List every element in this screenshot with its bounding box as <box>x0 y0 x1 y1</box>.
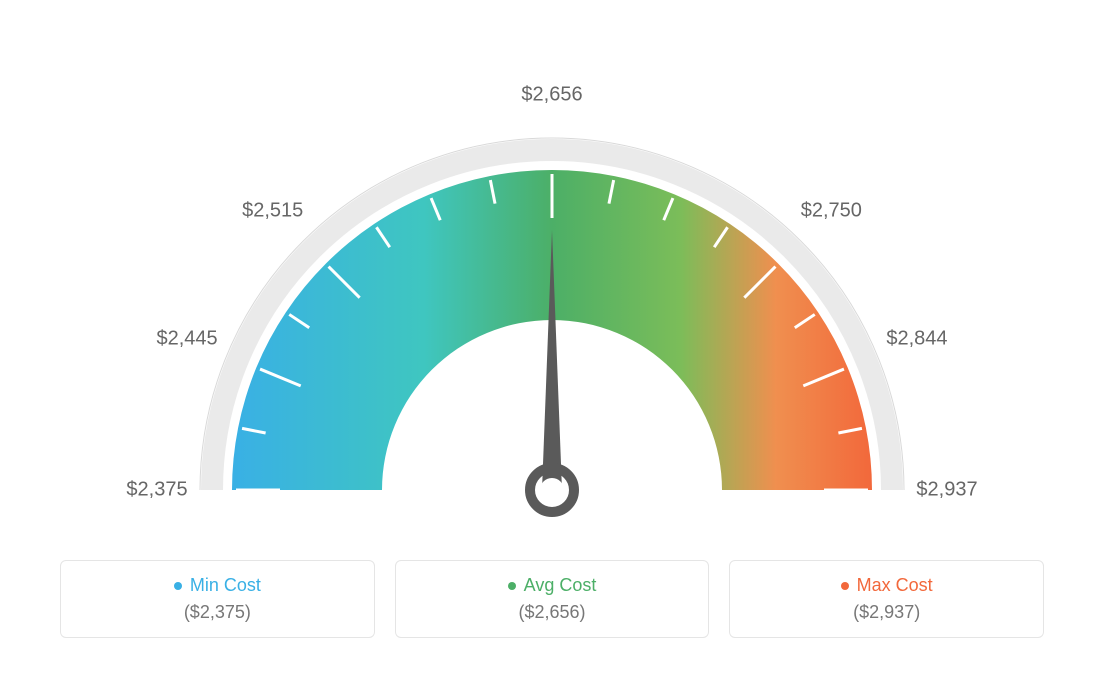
legend-dot-min <box>174 582 182 590</box>
legend-card-max: Max Cost ($2,937) <box>729 560 1044 638</box>
legend-label-min: Min Cost <box>190 575 261 596</box>
legend-label-max: Max Cost <box>857 575 933 596</box>
legend-value-max: ($2,937) <box>740 602 1033 623</box>
legend-title-max: Max Cost <box>841 575 933 596</box>
legend-dot-max <box>841 582 849 590</box>
legend-value-min: ($2,375) <box>71 602 364 623</box>
gauge-area: $2,375 $2,445 $2,515 $2,656 $2,750 $2,844 $2,9… <box>20 20 1084 560</box>
gauge-tick-label: $2,750 <box>801 199 862 222</box>
gauge-tick-label: $2,445 <box>156 327 217 350</box>
gauge-tick-label: $2,844 <box>886 327 947 350</box>
gauge-tick-label: $2,515 <box>242 199 303 222</box>
cost-gauge-chart: $2,375 $2,445 $2,515 $2,656 $2,750 $2,844 $2,9… <box>20 20 1084 670</box>
legend-card-avg: Avg Cost ($2,656) <box>395 560 710 638</box>
legend-title-avg: Avg Cost <box>508 575 597 596</box>
legend-label-avg: Avg Cost <box>524 575 597 596</box>
gauge-tick-label: $2,375 <box>126 479 187 502</box>
gauge-tick-label: $2,656 <box>521 84 582 107</box>
gauge-tick-label: $2,937 <box>916 479 977 502</box>
legend-title-min: Min Cost <box>174 575 261 596</box>
legend-card-min: Min Cost ($2,375) <box>60 560 375 638</box>
legend-value-avg: ($2,656) <box>406 602 699 623</box>
legend-dot-avg <box>508 582 516 590</box>
legend-row: Min Cost ($2,375) Avg Cost ($2,656) Max … <box>20 560 1084 638</box>
